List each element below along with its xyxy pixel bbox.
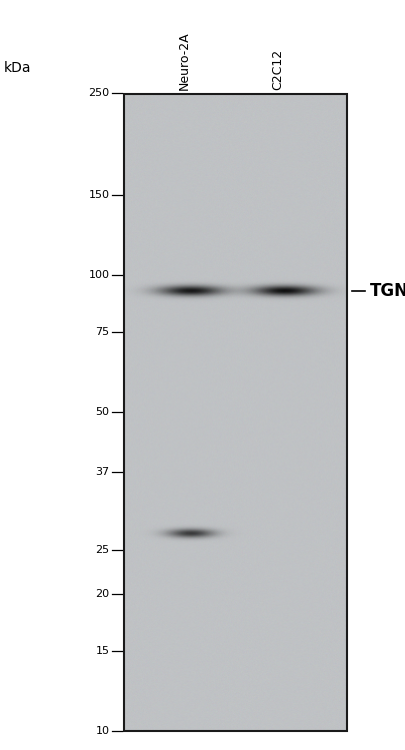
Text: 150: 150 [88,190,109,200]
Text: TGN38: TGN38 [369,283,405,301]
Text: Neuro-2A: Neuro-2A [177,32,190,90]
Text: 250: 250 [88,88,109,98]
Text: kDa: kDa [4,61,32,75]
Text: 15: 15 [96,646,109,656]
Text: 20: 20 [95,589,109,599]
Bar [124,94,346,731]
Text: C2C12: C2C12 [271,49,284,90]
Text: 75: 75 [95,327,109,337]
Text: 50: 50 [96,407,109,417]
Text: 25: 25 [95,544,109,555]
Text: 100: 100 [88,270,109,280]
Text: 37: 37 [95,467,109,477]
Text: 10: 10 [96,726,109,736]
